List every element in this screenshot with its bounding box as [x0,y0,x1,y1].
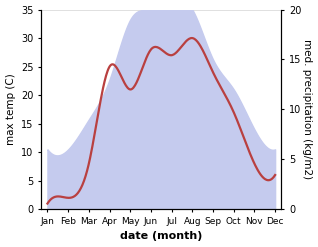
Y-axis label: med. precipitation (kg/m2): med. precipitation (kg/m2) [302,39,313,180]
X-axis label: date (month): date (month) [120,231,203,242]
Y-axis label: max temp (C): max temp (C) [5,74,16,145]
